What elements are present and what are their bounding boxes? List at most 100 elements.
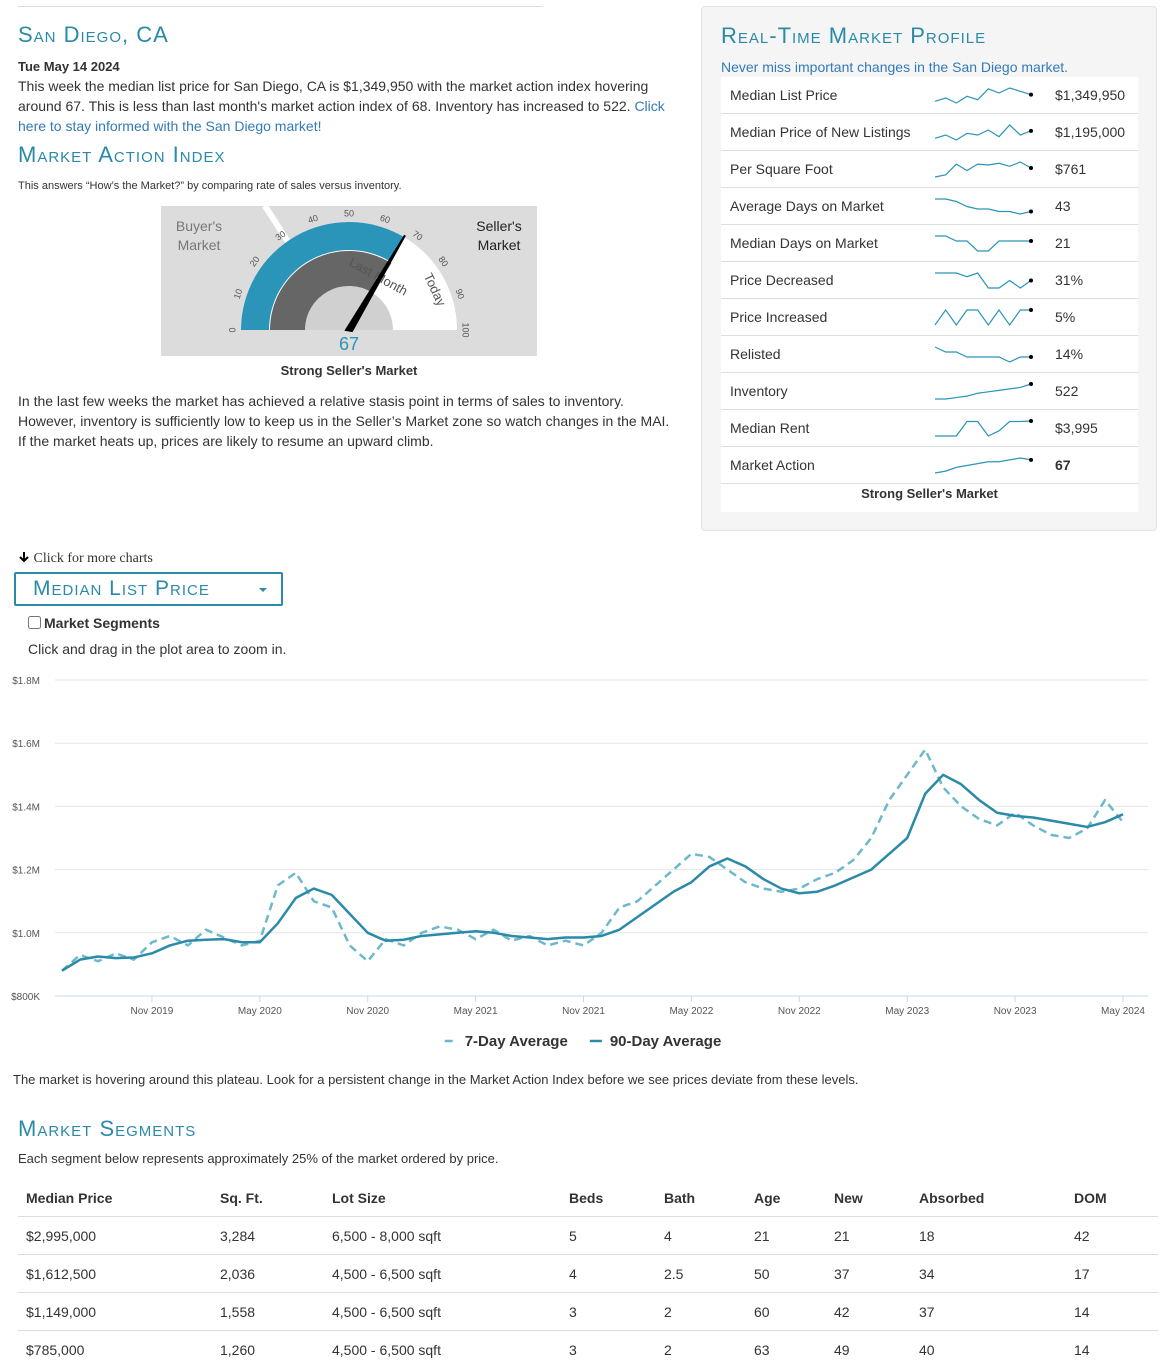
segments-cell: 21: [826, 1216, 911, 1255]
segments-cell: $1,149,000: [18, 1292, 212, 1331]
segments-cell: $2,995,000: [18, 1216, 212, 1255]
sparkline-line: [935, 235, 1031, 252]
sparkline: [934, 308, 1033, 327]
summary: This week the median list price for San …: [18, 76, 683, 136]
profile-panel: Real-Time Market Profile Never miss impo…: [701, 6, 1157, 531]
segments-cell: 37: [911, 1292, 1066, 1331]
mai-commentary: In the last few weeks the market has ach…: [18, 393, 670, 449]
segments-cell: 3,284: [212, 1216, 324, 1255]
profile-value: $1,349,950: [1055, 87, 1126, 103]
profile-row: Average Days on Market 43: [721, 188, 1138, 225]
sparkline-end: [1029, 419, 1033, 423]
summary-text: This week the median list price for San …: [18, 78, 649, 114]
y-tick-label: $1.0M: [12, 929, 40, 940]
gauge-zone-word: Seller's: [476, 218, 521, 234]
profile-value: $1,195,000: [1055, 124, 1126, 140]
segments-cell: 5: [561, 1216, 656, 1255]
y-tick-label: $800K: [11, 992, 40, 1003]
charts-link-text[interactable]: Click for more charts: [33, 551, 153, 566]
gauge-tick-label: 100: [461, 322, 471, 337]
x-tick-label: Nov 2019: [131, 1006, 174, 1017]
gauge-tick-label: 10: [232, 288, 245, 301]
segments-cell: 49: [826, 1330, 911, 1368]
gauge-tick-label: 20: [248, 254, 262, 268]
segments-column: Beds: [569, 1189, 604, 1206]
profile-label: Price Increased: [730, 309, 828, 325]
segments-checkbox[interactable]: [28, 616, 41, 629]
gauge-caption: Strong Seller's Market: [280, 363, 418, 378]
y-tick-label: $1.6M: [12, 739, 40, 750]
tab-strip: [18, 0, 543, 7]
profile-table: Median List Price $1,349,950 Median Price …: [721, 77, 1138, 512]
segments-cell: 37: [826, 1254, 911, 1293]
profile-row: Price Increased 5%: [721, 299, 1138, 336]
gauge-value: 67: [339, 334, 359, 354]
segments-cell: 2.5: [656, 1254, 746, 1293]
sparkline: [934, 457, 1033, 474]
segments-cell: 14: [1066, 1330, 1158, 1368]
segments-cell: 18: [911, 1216, 1066, 1255]
charts-link[interactable]: Click for more charts: [18, 551, 153, 567]
sparkline: [934, 161, 1033, 178]
segments-cell: 4,500 - 6,500 sqft: [324, 1330, 561, 1368]
profile-label: Median List Price: [730, 87, 838, 103]
profile-value: $761: [1055, 161, 1087, 177]
x-tick-label: Nov 2023: [994, 1006, 1037, 1017]
x-tick-label: May 2020: [238, 1006, 282, 1017]
gauge-tick-label: 30: [273, 229, 287, 243]
x-tick-label: May 2021: [454, 1006, 498, 1017]
gauge-tick-label: 0: [227, 327, 237, 332]
x-tick-label: May 2023: [885, 1006, 929, 1017]
segments-cell: 2: [656, 1292, 746, 1331]
gauge-tick-label: 60: [379, 213, 392, 226]
series-line: [61, 748, 1124, 972]
chart-selector[interactable]: Median List Price: [14, 572, 283, 606]
sparkline: [935, 272, 1033, 289]
legend-label: 7-Day Average: [465, 1033, 568, 1050]
profile-value: 31%: [1055, 272, 1084, 288]
gauge-needle: [344, 234, 406, 333]
sparkline: [934, 124, 1033, 141]
gauge-tick-label: 40: [307, 213, 320, 226]
segments-cell: 6,500 - 8,000 sqft: [324, 1216, 561, 1255]
segments-row: $1,149,000 1,558 4,500 - 6,500 sqft 3 2 60 42 3…: [18, 1292, 1158, 1331]
sparkline-line: [935, 272, 1032, 289]
sparkline-end: [1029, 128, 1033, 133]
segments-cell: 34: [911, 1254, 1066, 1293]
mai-description: This answers “How’s the Market?” by comp…: [18, 180, 402, 192]
profile-value: $3,995: [1055, 420, 1098, 436]
sparkline-end: [1029, 92, 1033, 97]
segments-toggle-text[interactable]: Market Segments: [44, 615, 160, 631]
profile-row: Median Price of New Listings $1,195,000: [721, 114, 1138, 151]
segments-cell: 63: [746, 1330, 826, 1368]
segments-column: DOM: [1074, 1189, 1107, 1206]
segments-toggle[interactable]: Market Segments: [28, 615, 160, 631]
profile-subtitle[interactable]: Never miss important changes in the San …: [721, 59, 1069, 75]
segments-cell: 21: [746, 1216, 826, 1255]
x-tick-label: May 2022: [669, 1006, 713, 1017]
sparkline: [935, 382, 1033, 400]
sparkline-line: [935, 420, 1032, 437]
summary-link[interactable]: Click here to stay informed with the San…: [18, 98, 665, 134]
gauge-zone-word: Market: [478, 237, 521, 253]
gauge-zone-word: Market: [178, 237, 221, 253]
segments-column: Sq. Ft.: [220, 1189, 263, 1206]
sparkline-line: [934, 346, 1031, 363]
x-tick-label: Nov 2020: [346, 1006, 389, 1017]
segments-cell: 3: [561, 1292, 656, 1331]
chart-note: The market is hovering around this plate…: [13, 1072, 859, 1087]
segments-cell: 2,036: [212, 1254, 324, 1293]
price-chart[interactable]: $800K $1.0M $1.2M $1.4M $1.6M $1.8M Nov 2019 Ma…: [0, 660, 1169, 1060]
profile-row: Median Days on Market 21: [721, 225, 1138, 262]
profile-label: Price Decreased: [730, 272, 834, 288]
gauge-tick-label: 50: [344, 208, 354, 218]
segments-column: Bath: [664, 1189, 696, 1206]
segments-column: Lot Size: [332, 1189, 386, 1206]
profile-row: Market Action 67: [721, 447, 1138, 484]
segments-column: Age: [754, 1189, 781, 1206]
profile-row: Median List Price $1,349,950: [721, 77, 1138, 114]
gauge-last-month: [270, 251, 392, 330]
sparkline-line: [934, 124, 1032, 141]
chart-selector-text[interactable]: Median List Price: [33, 577, 210, 600]
